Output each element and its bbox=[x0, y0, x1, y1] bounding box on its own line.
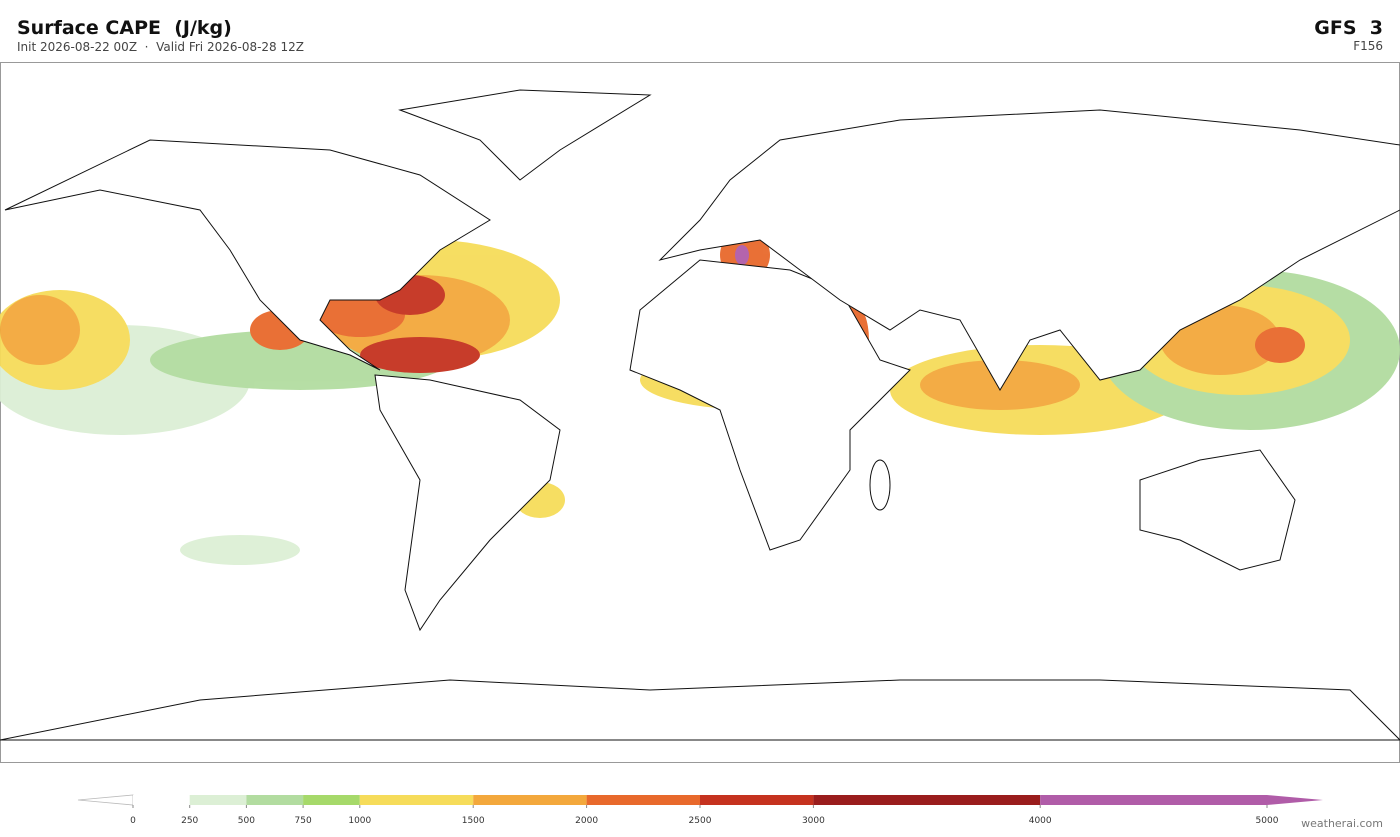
colorbar-segment bbox=[359, 795, 474, 805]
colorbar-tick-label: 4000 bbox=[1029, 816, 1052, 826]
colorbar-tick-label: 500 bbox=[238, 816, 255, 826]
colorbar-segment bbox=[813, 795, 1041, 805]
colorbar-tick-label: 250 bbox=[181, 816, 198, 826]
coastlines bbox=[0, 89, 1400, 741]
colorbar-over bbox=[1267, 795, 1323, 805]
colorbar-tick-label: 5000 bbox=[1256, 816, 1279, 826]
colorbar-segment bbox=[189, 795, 247, 805]
title: Surface CAPE (J/kg) bbox=[17, 17, 232, 39]
model: GFS 3 bbox=[1314, 17, 1383, 39]
colorbar-segment bbox=[303, 795, 360, 805]
colorbar-tick-label: 0 bbox=[130, 816, 136, 826]
colorbar: 0 250 500 750 1000 1500 2000 2500 3000 4000 5000 bbox=[77, 794, 1323, 826]
colorbar-segment bbox=[1040, 795, 1267, 805]
colorbar-tick-label: 3000 bbox=[802, 816, 825, 826]
colorbar-tick-label: 1000 bbox=[348, 816, 371, 826]
colorbar-segment bbox=[700, 795, 814, 805]
colorbar-tick-label: 1500 bbox=[462, 816, 485, 826]
map bbox=[0, 62, 1400, 763]
colorbar-segment bbox=[473, 795, 587, 805]
colorbar-segment bbox=[586, 795, 700, 805]
colorbar-tick-label: 2000 bbox=[575, 816, 598, 826]
forecast-hour: F156 bbox=[1353, 39, 1383, 53]
subtitle: Init 2026-08-22 00Z · Valid Fri 2026-08-… bbox=[17, 40, 304, 54]
colorbar-segment bbox=[133, 795, 190, 805]
colorbar-under bbox=[77, 794, 134, 806]
colorbar-segment bbox=[246, 795, 304, 805]
colorbar-tick-label: 2500 bbox=[689, 816, 712, 826]
colorbar-tick-label: 750 bbox=[295, 816, 312, 826]
watermark: weatherai.com bbox=[1301, 817, 1383, 830]
